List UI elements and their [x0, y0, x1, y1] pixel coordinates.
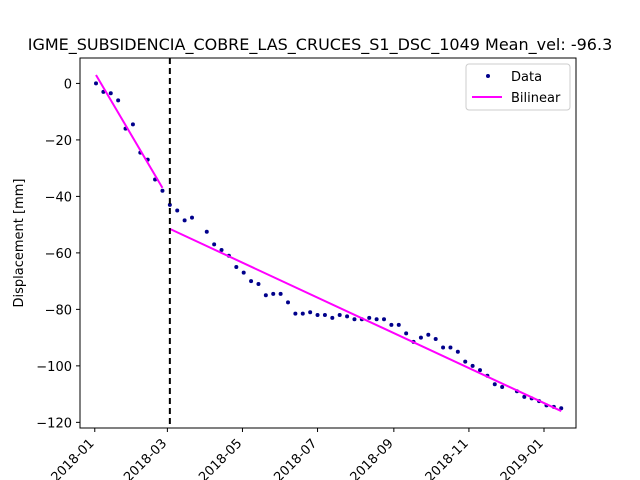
legend: Data Bilinear	[465, 63, 571, 111]
x-tick-label: 2018-11	[423, 436, 472, 480]
data-point	[256, 281, 261, 286]
data-point	[500, 385, 505, 390]
data-point	[249, 279, 254, 284]
data-point	[389, 322, 394, 327]
data-point	[404, 331, 409, 336]
data-point	[367, 315, 372, 320]
data-point	[263, 293, 268, 298]
plot-frame	[79, 57, 577, 429]
data-point	[219, 248, 224, 253]
x-tick-label: 2018-09	[348, 436, 397, 480]
data-point	[418, 335, 423, 340]
data-point	[455, 349, 460, 354]
data-point	[522, 394, 527, 399]
data-point	[322, 313, 327, 318]
bilinear-segment	[95, 74, 164, 189]
data-point	[94, 81, 98, 86]
x-tick-label: 2018-01	[49, 436, 98, 480]
data-point	[293, 311, 298, 316]
data-point	[190, 215, 194, 220]
legend-data-label: Data	[511, 70, 542, 85]
data-point	[212, 242, 217, 247]
x-tick-label: 2018-07	[271, 436, 320, 480]
data-point	[470, 363, 475, 368]
y-tick-label: −120	[36, 416, 72, 431]
marks-layer	[94, 58, 564, 428]
data-point	[278, 291, 283, 296]
data-point	[160, 188, 165, 193]
data-point	[308, 310, 313, 315]
data-point	[241, 270, 246, 275]
data-point	[345, 314, 350, 319]
data-point	[426, 332, 431, 337]
data-point	[478, 368, 482, 373]
y-tick-label: −100	[36, 360, 72, 375]
y-tick-label: −60	[45, 247, 72, 262]
data-point	[559, 406, 564, 411]
y-tick-label: 0	[64, 77, 72, 92]
plot-area	[80, 58, 576, 428]
data-point	[492, 382, 497, 387]
data-point	[448, 345, 453, 350]
data-point	[271, 291, 276, 296]
data-point	[300, 311, 305, 316]
data-point	[204, 229, 209, 234]
data-point	[396, 322, 401, 327]
data-point	[330, 315, 335, 320]
x-tick-label: 2018-03	[121, 436, 170, 480]
legend-box	[465, 63, 571, 111]
x-tick-label: 2019-01	[498, 436, 547, 480]
data-point	[108, 91, 113, 96]
y-tick-label: −40	[45, 190, 72, 205]
data-point	[286, 300, 290, 305]
y-tick-label: −80	[45, 303, 72, 318]
data-point	[116, 98, 121, 103]
data-point	[463, 359, 468, 364]
data-point	[337, 313, 342, 318]
data-point	[433, 337, 438, 342]
x-tick-label: 2018-05	[196, 436, 245, 480]
chart-title: IGME_SUBSIDENCIA_COBRE_LAS_CRUCES_S1_DSC…	[28, 35, 613, 55]
data-point	[175, 208, 180, 213]
data-point	[130, 122, 135, 127]
legend-data-marker	[486, 74, 490, 78]
legend-bilinear-label: Bilinear	[511, 91, 561, 106]
data-point	[315, 313, 320, 318]
data-point	[382, 317, 386, 322]
data-point	[234, 265, 239, 270]
data-point	[352, 317, 357, 322]
data-point	[374, 317, 379, 322]
data-point	[182, 218, 187, 223]
bilinear-segment	[169, 227, 562, 412]
y-tick-label: −20	[45, 134, 72, 149]
y-axis-label: Displacement [mm]	[12, 179, 27, 308]
data-point	[441, 345, 446, 350]
